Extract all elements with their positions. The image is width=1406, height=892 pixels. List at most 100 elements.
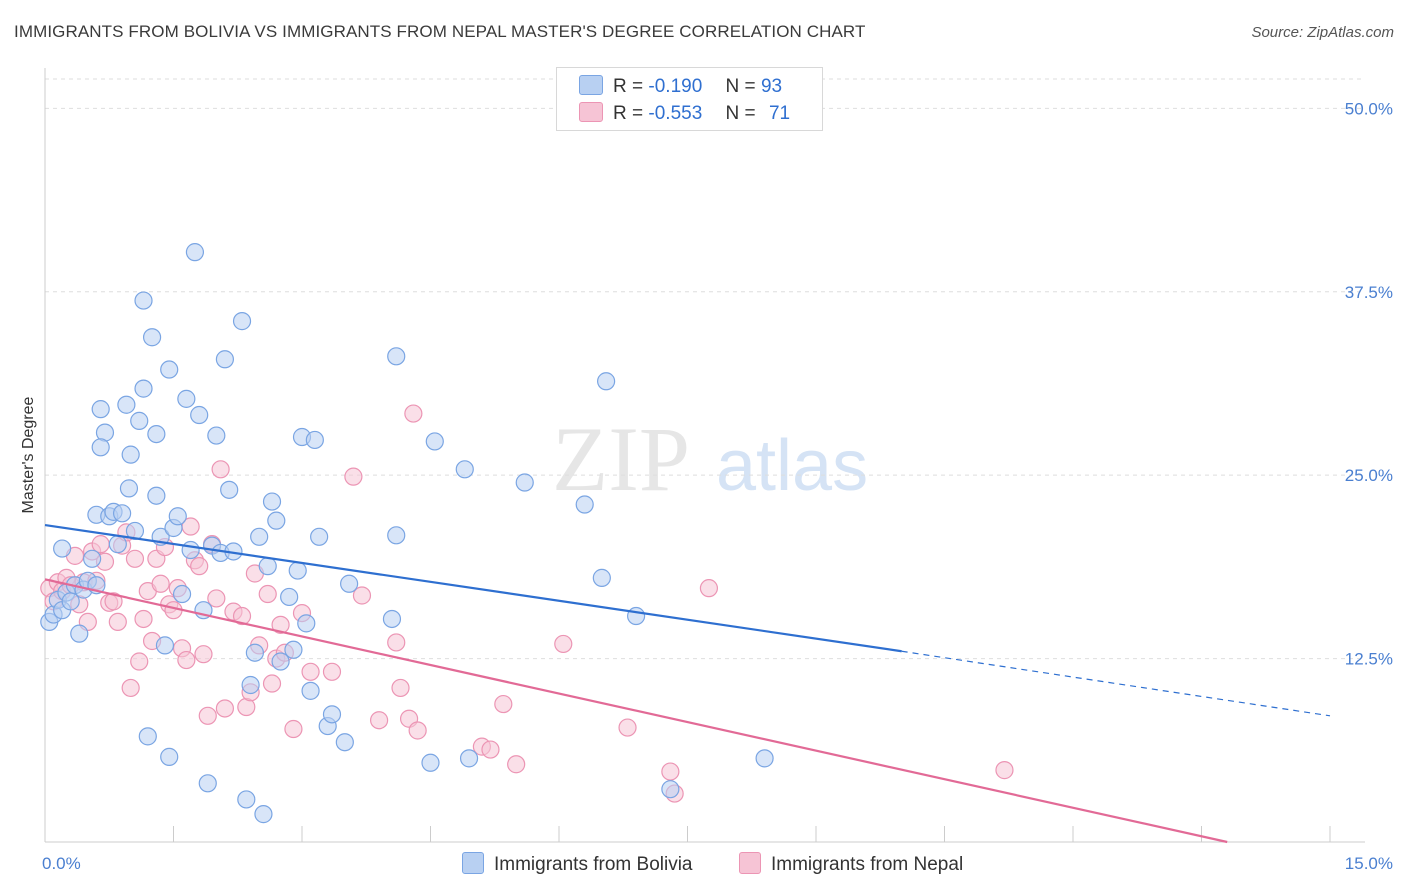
nepal-point xyxy=(151,574,170,593)
nepal-point xyxy=(352,586,372,605)
nepal-swatch xyxy=(579,102,603,122)
y-tick-label: 25.0% xyxy=(1345,466,1393,485)
bolivia-point xyxy=(382,609,402,629)
bolivia-legend-swatch xyxy=(462,852,484,874)
nepal-points xyxy=(40,404,1014,803)
bolivia-point xyxy=(459,749,479,768)
nepal-point xyxy=(207,589,226,608)
nepal-legend-label: Immigrants from Nepal xyxy=(771,854,964,875)
bolivia-point xyxy=(310,527,329,546)
bolivia-point xyxy=(267,511,286,530)
legend-r-value-bolivia: -0.190 xyxy=(648,76,703,97)
bolivia-point xyxy=(280,587,299,607)
bolivia-point xyxy=(160,747,179,766)
bolivia-point xyxy=(138,727,157,746)
nepal-point xyxy=(198,706,217,725)
legend-n-value-bolivia: 93 xyxy=(760,76,783,97)
bolivia-point xyxy=(130,411,149,430)
legend-n-label: N = xyxy=(725,76,756,97)
nepal-point xyxy=(258,584,277,604)
bolivia-point xyxy=(288,561,307,580)
x-tick-label-end: 15.0% xyxy=(1345,854,1393,873)
bolivia-point xyxy=(119,479,139,498)
nepal-point xyxy=(391,678,410,698)
nepal-point xyxy=(121,678,140,698)
bolivia-legend-label: Immigrants from Bolivia xyxy=(494,854,693,875)
bolivia-point xyxy=(455,460,474,479)
bottom-legend-nepal: Immigrants from Nepal xyxy=(739,852,963,876)
nepal-point xyxy=(125,549,145,568)
nepal-point xyxy=(618,718,637,737)
bolivia-point xyxy=(241,675,260,695)
legend-row-bolivia: R = -0.190 N = 93 xyxy=(579,75,782,101)
nepal-point xyxy=(344,467,363,486)
bolivia-point xyxy=(335,733,354,752)
source-label: Source: ZipAtlas.com xyxy=(1251,24,1394,41)
bolivia-point xyxy=(177,389,196,408)
bolivia-point xyxy=(83,549,102,568)
nepal-point xyxy=(370,711,389,730)
nepal-point xyxy=(232,606,252,626)
chart-title: IMMIGRANTS FROM BOLIVIA VS IMMIGRANTS FR… xyxy=(14,22,866,41)
nepal-point xyxy=(134,609,153,629)
bolivia-point xyxy=(425,432,444,451)
nepal-point xyxy=(211,460,230,479)
y-tick-label: 50.0% xyxy=(1345,99,1393,118)
bolivia-point xyxy=(53,539,72,558)
bolivia-point xyxy=(661,780,680,799)
nepal-point xyxy=(91,535,110,554)
bottom-legend-bolivia: Immigrants from Bolivia xyxy=(462,852,693,876)
bolivia-point xyxy=(232,312,252,331)
bolivia-point xyxy=(515,473,534,492)
bolivia-swatch xyxy=(579,75,603,95)
bolivia-point xyxy=(181,540,200,560)
bolivia-point xyxy=(262,492,282,511)
axis-labels: Master's Degree 0.0% 15.0% xyxy=(20,396,1393,873)
bolivia-point xyxy=(117,395,136,414)
watermark-atlas: atlas xyxy=(716,426,868,506)
bolivia-point xyxy=(755,749,774,768)
bolivia-point xyxy=(237,790,256,809)
bolivia-point xyxy=(160,360,179,379)
nepal-point xyxy=(661,762,680,781)
y-axis-title: Master's Degree xyxy=(20,396,37,513)
bolivia-point xyxy=(112,504,132,523)
bolivia-point xyxy=(147,424,166,444)
nepal-point xyxy=(507,755,526,774)
nepal-legend-swatch xyxy=(739,852,761,874)
bolivia-point xyxy=(597,372,616,391)
nepal-point xyxy=(408,721,427,740)
legend-row-nepal: R = -0.553 N = 71 xyxy=(579,102,790,128)
nepal-point xyxy=(699,579,719,598)
bolivia-point xyxy=(387,526,406,545)
bolivia-point xyxy=(254,805,273,824)
nepal-point xyxy=(190,557,209,576)
nepal-trend-line xyxy=(44,578,1228,844)
axes xyxy=(44,68,1365,843)
bolivia-point xyxy=(297,614,316,633)
bolivia-point xyxy=(190,405,209,425)
nepal-point xyxy=(130,652,149,671)
bolivia-point xyxy=(172,584,192,604)
legend-n-label: N = xyxy=(725,103,756,124)
bolivia-point xyxy=(301,681,320,700)
nepal-point xyxy=(995,761,1014,780)
y-tick-label: 37.5% xyxy=(1345,283,1393,302)
bolivia-point xyxy=(215,350,234,369)
bolivia-point xyxy=(168,507,187,526)
bolivia-point xyxy=(245,643,264,662)
nepal-point xyxy=(284,719,303,739)
bolivia-point xyxy=(185,243,205,262)
legend-r-value-nepal: -0.553 xyxy=(648,103,703,124)
legend-n-value-nepal: 71 xyxy=(768,103,791,124)
bolivia-trend-extension xyxy=(901,650,1331,717)
bolivia-point xyxy=(220,480,239,499)
bolivia-point xyxy=(142,328,162,347)
correlation-legend: R = -0.190 N = 93 R = -0.553 N = 71 xyxy=(556,67,823,131)
legend-r-label: R = xyxy=(613,103,644,124)
bolivia-point xyxy=(134,379,153,398)
bolivia-point xyxy=(258,557,277,576)
bolivia-point xyxy=(121,445,140,464)
watermark-zip: ZIP xyxy=(552,408,690,510)
